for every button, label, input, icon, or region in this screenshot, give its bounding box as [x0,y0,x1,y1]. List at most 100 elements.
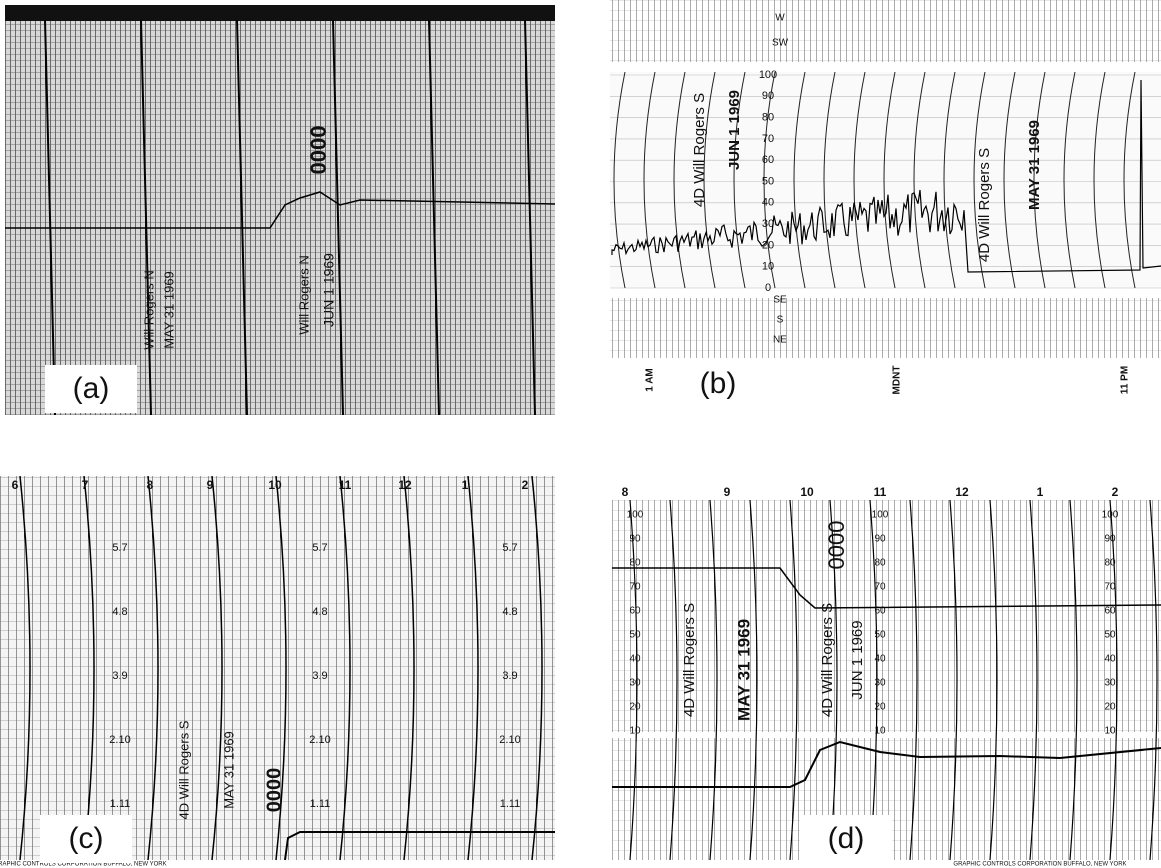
direction-label: W [775,13,785,24]
date-text: MAY 31 1969 [161,271,176,349]
arc-line [703,71,716,289]
arc-line [793,71,806,289]
arc-line [989,499,998,861]
scale-label: 40 [1104,654,1116,665]
scale-label: 100 [872,510,889,521]
scale-label: 4.8 [112,606,127,618]
arc-line [629,499,638,861]
date-text: JUN 1 1969 [321,253,337,327]
arc-line [531,475,543,861]
date-text: MAY 31 1969 [221,731,236,809]
hour-label: 9 [724,485,731,499]
station-text: 4D Will Rogers S [681,603,698,717]
scale-label: 0 [765,282,771,294]
panel-label-box [672,360,764,408]
trace [612,567,1161,609]
scale-label: 4.8 [312,606,327,618]
footer-text: GRAPHIC CONTROLS CORPORATION BUFFALO, NE… [953,862,1126,868]
station-text: Will Rogers N [141,270,156,349]
panel-label-box [45,365,137,413]
date-text: MAY 31 1969 [734,619,753,721]
arc-line [524,19,536,416]
scale-label: 100 [759,69,777,81]
scale-label: 5.7 [312,542,327,554]
scale-label: 30 [1104,678,1116,689]
scale-label: 1.11 [500,798,521,810]
arc-line [949,499,958,861]
arc-line [19,475,31,861]
scale-label: 100 [627,510,644,521]
arc-line [1003,71,1016,289]
arc-line [943,71,956,289]
direction-label: NE [773,335,787,346]
hour-label: 1 [462,478,469,492]
arc-line [1093,71,1106,289]
arc-line [147,475,159,861]
scale-label: 70 [629,582,641,593]
arc-line [467,475,479,861]
chart-paper [0,476,555,860]
arc-line [1033,71,1046,289]
panel-label: (a) [73,372,110,405]
arc-line [669,499,678,861]
panel-label-box [40,815,132,863]
scale-label: 60 [1104,606,1116,617]
arc-line [613,71,626,289]
arc-line [733,71,746,289]
arc-line [973,71,986,289]
paper-edge [5,5,555,21]
top-strip [610,0,1161,62]
panel-label: (c) [69,822,104,855]
station-text: Will Rogers N [296,255,311,334]
scale-label: 2.10 [109,734,130,746]
trace [5,191,556,229]
scale-label: 10 [629,726,641,737]
hour-label: 8 [622,485,629,499]
hour-label: 11 [339,478,352,492]
hour-label: 2 [522,478,529,492]
time-label: 11 PM [1120,366,1131,394]
trace [284,831,555,861]
arc-line [1109,499,1118,861]
scale-label: 60 [762,154,774,166]
arc-line [339,475,351,861]
arc-line [853,71,866,289]
scale-label: 80 [1104,558,1116,569]
scale-label: 5.7 [502,542,517,554]
arc-line [236,19,248,416]
scale-label: 30 [629,678,641,689]
arc-line [709,499,718,861]
date-text: JUN 1 1969 [726,90,743,170]
station-text: 4D Will Rogers S [176,720,191,819]
arc-line [643,71,656,289]
scale-label: 50 [629,630,641,641]
scale-label: 50 [874,630,886,641]
arc-line [763,71,776,289]
direction-label: SW [772,38,789,49]
arc-line [749,499,758,861]
arc-line [275,475,287,861]
time-label: 1 AM [645,368,656,392]
scale-label: 20 [762,239,774,251]
hour-label: 12 [955,485,969,499]
arc-line [909,499,918,861]
hour-label: 10 [800,485,814,499]
footer-text: GRAPHIC CONTROLS CORPORATION BUFFALO, NE… [0,862,167,868]
arc-line [829,499,838,861]
scale-label: 70 [762,133,774,145]
hour-label: 1 [1037,485,1044,499]
scale-label: 3.9 [502,670,517,682]
trace [612,740,1161,788]
arc-line [869,499,878,861]
arc-line [883,71,896,289]
hour-label: 2 [1112,485,1119,499]
arc-line [823,71,836,289]
arc-line [1149,499,1158,861]
scale-label: 20 [874,702,886,713]
scale-label: 100 [1102,510,1119,521]
scale-label: 30 [762,218,774,230]
date-text: MAY 31 1969 [1026,120,1043,210]
scale-label: 40 [874,654,886,665]
scale-label: 80 [874,558,886,569]
